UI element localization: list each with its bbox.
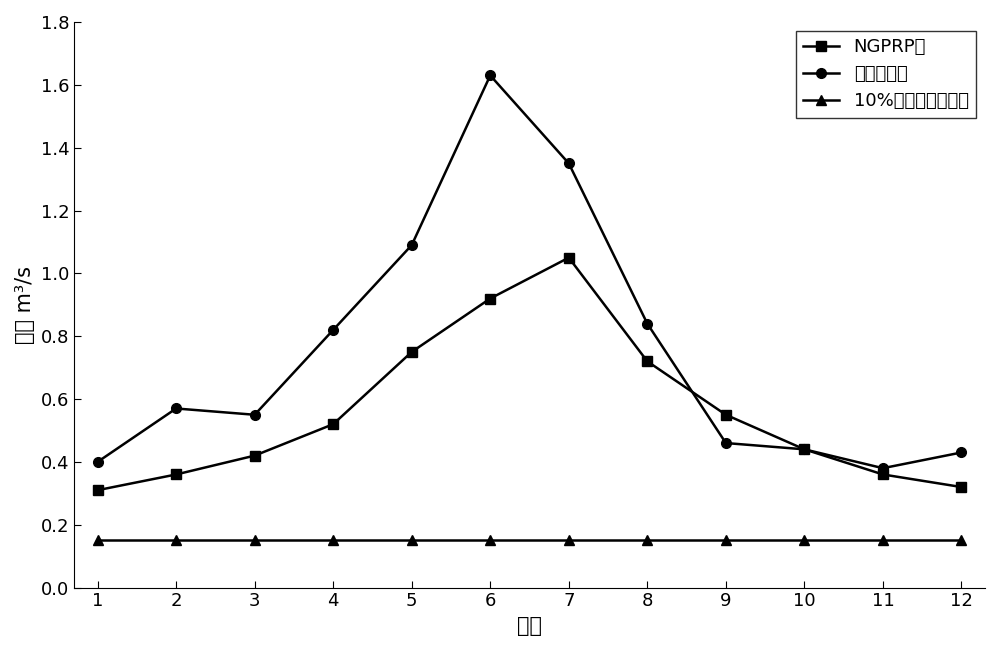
NGPRP法 — [563, 254, 575, 262]
Y-axis label: 流量 m³/s: 流量 m³/s — [15, 266, 35, 344]
年内展布法 — [798, 445, 810, 453]
NGPRP法 — [170, 471, 182, 478]
10%的多年平均流量 — [720, 536, 732, 544]
NGPRP法 — [877, 471, 889, 478]
10%的多年平均流量 — [406, 536, 418, 544]
NGPRP法 — [641, 357, 653, 365]
10%的多年平均流量 — [484, 536, 496, 544]
10%的多年平均流量 — [798, 536, 810, 544]
10%的多年平均流量 — [955, 536, 967, 544]
Line: 10%的多年平均流量: 10%的多年平均流量 — [93, 536, 966, 546]
NGPRP法 — [798, 445, 810, 453]
年内展布法 — [406, 241, 418, 249]
年内展布法 — [877, 464, 889, 472]
年内展布法 — [249, 411, 261, 419]
10%的多年平均流量 — [249, 536, 261, 544]
NGPRP法 — [720, 411, 732, 419]
NGPRP法 — [92, 486, 104, 494]
X-axis label: 月份: 月份 — [517, 616, 542, 636]
10%的多年平均流量 — [877, 536, 889, 544]
年内展布法 — [641, 320, 653, 327]
Legend: NGPRP法, 年内展布法, 10%的多年平均流量: NGPRP法, 年内展布法, 10%的多年平均流量 — [796, 31, 976, 118]
10%的多年平均流量 — [641, 536, 653, 544]
年内展布法 — [563, 159, 575, 167]
NGPRP法 — [327, 421, 339, 428]
10%的多年平均流量 — [327, 536, 339, 544]
10%的多年平均流量 — [563, 536, 575, 544]
NGPRP法 — [484, 295, 496, 303]
年内展布法 — [170, 404, 182, 412]
年内展布法 — [327, 326, 339, 334]
年内展布法 — [484, 72, 496, 79]
年内展布法 — [720, 439, 732, 447]
10%的多年平均流量 — [92, 536, 104, 544]
年内展布法 — [955, 449, 967, 456]
Line: NGPRP法: NGPRP法 — [93, 253, 966, 495]
NGPRP法 — [249, 452, 261, 460]
Line: 年内展布法: 年内展布法 — [93, 70, 966, 473]
年内展布法 — [92, 458, 104, 466]
NGPRP法 — [406, 348, 418, 356]
10%的多年平均流量 — [170, 536, 182, 544]
NGPRP法 — [955, 483, 967, 491]
